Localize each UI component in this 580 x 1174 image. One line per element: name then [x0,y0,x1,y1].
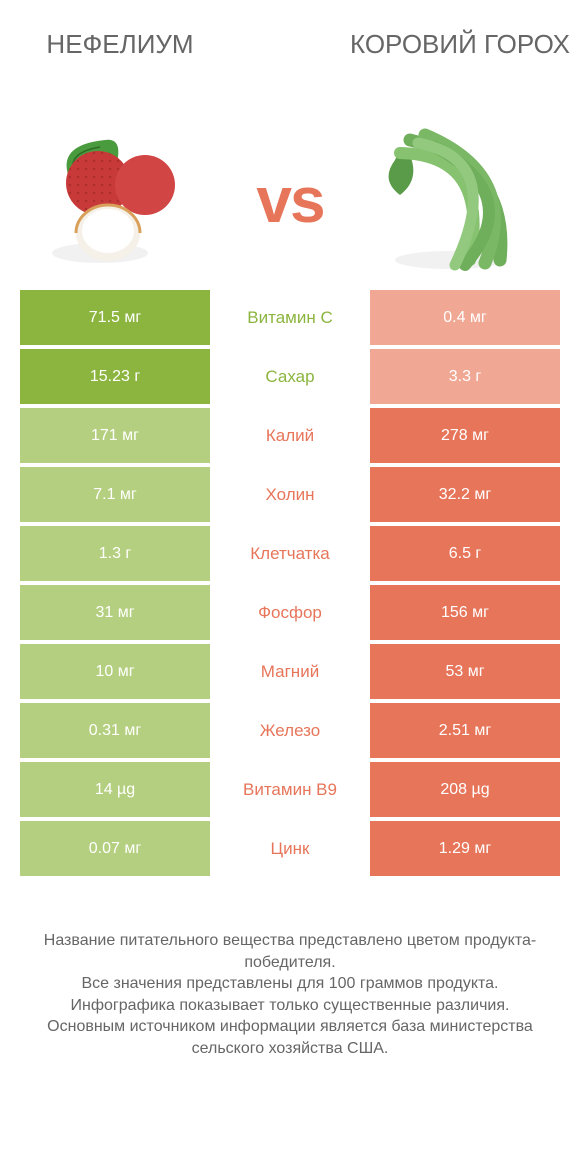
nutrient-label: Цинк [210,821,370,876]
right-value: 208 µg [370,762,560,817]
nutrient-label: Холин [210,467,370,522]
right-value: 6.5 г [370,526,560,581]
right-value: 2.51 мг [370,703,560,758]
left-value: 0.31 мг [20,703,210,758]
left-value: 31 мг [20,585,210,640]
left-value: 10 мг [20,644,210,699]
footer-line: Все значения представлены для 100 граммо… [40,973,540,995]
right-image [350,125,550,275]
right-value: 32.2 мг [370,467,560,522]
left-value: 171 мг [20,408,210,463]
vs-text: vs [230,163,350,237]
comparison-table: 71.5 мгВитамин С0.4 мг15.23 гСахар3.3 г1… [0,290,580,876]
header-right-title: Коровий горох [340,30,580,59]
table-row: 15.23 гСахар3.3 г [20,349,560,404]
nutrient-label: Фосфор [210,585,370,640]
right-value: 278 мг [370,408,560,463]
table-row: 31 мгФосфор156 мг [20,585,560,640]
header-left-title: Нефелиум [0,30,240,59]
left-value: 7.1 мг [20,467,210,522]
nutrient-label: Клетчатка [210,526,370,581]
table-row: 10 мгМагний53 мг [20,644,560,699]
left-value: 71.5 мг [20,290,210,345]
header: Нефелиум Коровий горох [0,0,580,110]
right-value: 3.3 г [370,349,560,404]
footer-line: Инфографика показывает только существенн… [40,995,540,1017]
nutrient-label: Витамин B9 [210,762,370,817]
images-row: vs [0,110,580,290]
cowpea-icon [370,125,530,275]
left-value: 15.23 г [20,349,210,404]
table-row: 0.31 мгЖелезо2.51 мг [20,703,560,758]
right-value: 53 мг [370,644,560,699]
table-row: 71.5 мгВитамин С0.4 мг [20,290,560,345]
footer-line: Название питательного вещества представл… [40,930,540,973]
footer-line: Основным источником информации является … [40,1016,540,1059]
left-value: 1.3 г [20,526,210,581]
nutrient-label: Витамин С [210,290,370,345]
right-value: 0.4 мг [370,290,560,345]
right-value: 1.29 мг [370,821,560,876]
nutrient-label: Калий [210,408,370,463]
footer: Название питательного вещества представл… [0,880,580,1060]
nutrient-label: Сахар [210,349,370,404]
table-row: 1.3 гКлетчатка6.5 г [20,526,560,581]
table-row: 0.07 мгЦинк1.29 мг [20,821,560,876]
table-row: 7.1 мгХолин32.2 мг [20,467,560,522]
nutrient-label: Магний [210,644,370,699]
left-value: 14 µg [20,762,210,817]
nutrient-label: Железо [210,703,370,758]
table-row: 171 мгКалий278 мг [20,408,560,463]
left-value: 0.07 мг [20,821,210,876]
table-row: 14 µgВитамин B9208 µg [20,762,560,817]
left-image [30,125,230,275]
right-value: 156 мг [370,585,560,640]
lychee-icon [50,125,210,275]
